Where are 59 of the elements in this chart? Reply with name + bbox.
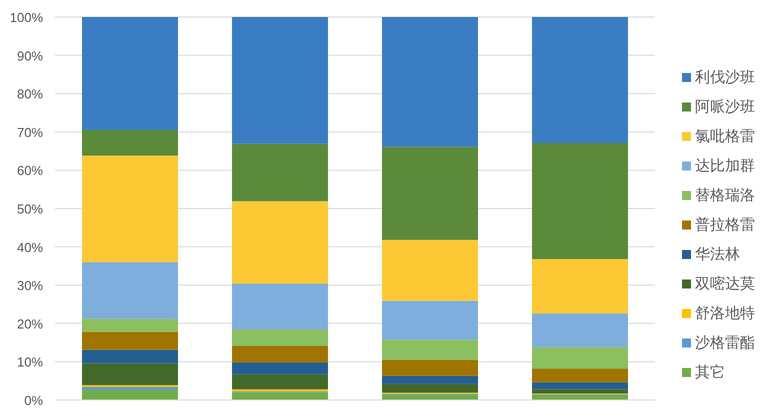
legend-label: 阿哌沙班 (695, 98, 755, 116)
legend-label: 沙格雷酯 (695, 334, 755, 352)
bar (232, 201, 328, 284)
bar (232, 144, 328, 202)
bar (382, 360, 478, 376)
legend-label: 利伐沙班 (695, 69, 755, 86)
bar (232, 346, 328, 362)
bar (532, 389, 628, 394)
legend-label: 达比加群 (695, 158, 755, 174)
y-tick-label: 80% (16, 86, 44, 102)
legend-label: 普拉格雷 (695, 216, 755, 234)
bar (82, 350, 178, 364)
bar (232, 362, 328, 374)
bar (532, 143, 628, 260)
bar (232, 17, 328, 144)
bar (82, 332, 178, 350)
y-tick-label: 0% (24, 393, 44, 408)
y-tick-label: 20% (16, 316, 44, 332)
bar (532, 382, 628, 390)
bar (532, 347, 628, 369)
bar (382, 146, 478, 240)
bar (382, 340, 478, 360)
bar (82, 363, 178, 386)
y-tick-label: 30% (16, 278, 44, 294)
bar (532, 368, 628, 382)
bar (382, 376, 478, 384)
bar (82, 17, 178, 130)
y-tick-label: 100% (10, 10, 44, 25)
bar (382, 17, 478, 147)
legend-label: 替格瑞洛 (695, 187, 755, 204)
bar (82, 318, 178, 332)
bar (382, 384, 478, 393)
bar (232, 392, 328, 400)
bar (82, 390, 178, 400)
bar (382, 394, 478, 400)
bar (82, 156, 178, 262)
bar (82, 386, 178, 390)
bar (532, 17, 628, 144)
bar (232, 330, 328, 346)
y-tick-label: 60% (16, 163, 44, 178)
bar (382, 240, 478, 301)
y-tick-label: 90% (16, 48, 44, 64)
legend-label: 其它 (695, 364, 725, 381)
bar (82, 262, 178, 319)
legend-label: 华法林 (695, 246, 740, 263)
y-tick-label: 50% (16, 202, 44, 216)
legend-label: 氯吡格雷 (695, 128, 755, 145)
legend-label: 双嘧达莫 (695, 276, 755, 292)
legend-label: 舒洛地特 (695, 305, 755, 322)
bar (232, 374, 328, 390)
bar (232, 284, 328, 330)
bar (532, 395, 628, 400)
bar (82, 130, 178, 156)
y-tick-label: 70% (16, 124, 44, 140)
bar (532, 259, 628, 314)
y-tick-label: 40% (16, 240, 44, 255)
bar (532, 313, 628, 348)
y-tick-label: 10% (16, 354, 44, 370)
bar (382, 300, 478, 340)
